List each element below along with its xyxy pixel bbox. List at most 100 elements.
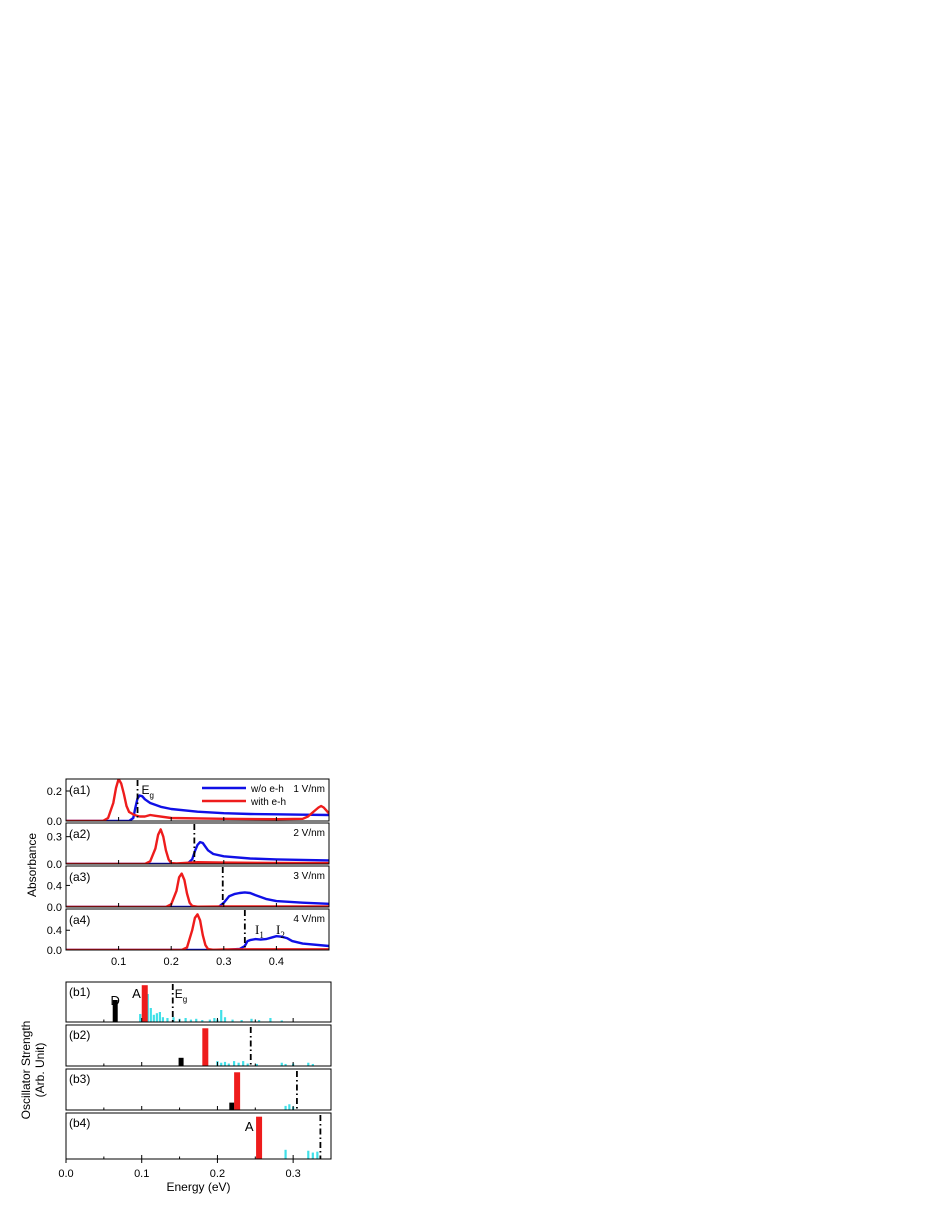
panel-label: (a1) <box>69 783 90 797</box>
absorbance-panel-1: 0.0 0.2 (a1) 1 V/nm Eg <box>47 778 330 828</box>
x-tick-label: 0.3 <box>285 1168 300 1180</box>
field-label: 4 V/nm <box>293 914 325 925</box>
other-state-bar <box>184 1018 187 1022</box>
panel-frame <box>65 865 330 908</box>
with-eh-curve <box>66 913 329 950</box>
peak-label: I2 <box>276 922 285 940</box>
absorbance-panel-3: 0.0 0.4 (a3) 3 V/nm <box>47 865 330 914</box>
panel-frame <box>65 1112 332 1160</box>
other-state-bar <box>307 1062 310 1066</box>
panel-label: (b2) <box>69 1028 90 1042</box>
panel-frame <box>65 1068 332 1111</box>
other-state-bar <box>220 1062 223 1066</box>
other-state-bar <box>172 1017 175 1022</box>
bright-state-bar <box>202 1028 209 1066</box>
absorbance-panel-4: 0.0 0.4 (a4) 4 V/nm I1 I2 <box>47 908 330 957</box>
legend-label-without: w/o e-h <box>250 784 284 795</box>
state-label: A <box>132 986 141 1001</box>
x-tick-label: 0.2 <box>164 956 179 968</box>
other-state-bar <box>240 1020 243 1022</box>
other-state-bar <box>232 1061 236 1066</box>
y-tick-label: 0.0 <box>47 859 62 871</box>
dark-state-bar <box>178 1057 184 1066</box>
without-eh-curve <box>66 891 329 907</box>
other-state-bar <box>213 1018 216 1022</box>
other-state-bar <box>284 1149 287 1159</box>
panel-label: (b4) <box>69 1116 90 1130</box>
other-state-bar <box>227 1063 230 1066</box>
field-label: 3 V/nm <box>293 871 325 882</box>
other-state-bar <box>284 1105 287 1110</box>
without-eh-curve <box>66 935 329 950</box>
other-state-bar <box>269 1018 272 1022</box>
with-eh-curve <box>66 779 329 821</box>
other-state-bar <box>208 1019 211 1022</box>
absorbance-axis-label: Absorbance <box>25 833 39 897</box>
state-label: D <box>111 993 120 1008</box>
other-state-bar <box>250 1018 253 1022</box>
legend-label-with: with e-h <box>250 797 286 808</box>
other-state-bar <box>155 1013 158 1022</box>
other-state-bar <box>223 1061 227 1066</box>
panel-frame <box>65 981 332 1023</box>
other-state-bar <box>284 1063 287 1066</box>
other-state-bar <box>220 1010 223 1022</box>
x-tick-label: 0.1 <box>134 1168 149 1180</box>
absorbance-panel-2: 0.0 0.3 (a2) 2 V/nm <box>47 822 330 871</box>
y-tick-label: 0.2 <box>47 786 62 798</box>
band-gap-label: Eg <box>142 783 154 800</box>
panel-frame <box>65 908 330 951</box>
panel-label: (a4) <box>69 913 90 927</box>
oscillator-panel-1: (b1) D A Eg <box>65 981 332 1023</box>
y-tick-label: 0.0 <box>47 902 62 914</box>
without-eh-curve <box>66 794 329 821</box>
x-tick-label: 0.2 <box>210 1168 225 1180</box>
other-state-bar <box>139 1014 142 1022</box>
panel-frame <box>65 1024 332 1067</box>
other-state-bar <box>280 1062 283 1066</box>
other-state-bar <box>237 1062 240 1066</box>
other-state-bar <box>189 1019 193 1022</box>
other-state-bar <box>280 1020 283 1022</box>
other-state-bar <box>257 1020 261 1022</box>
panel-frame <box>65 778 330 822</box>
other-state-bar <box>161 1017 165 1022</box>
peak-label: I1 <box>255 922 264 940</box>
other-state-bar <box>242 1061 245 1066</box>
x-tick-label: 0.0 <box>58 1168 73 1180</box>
other-state-bar <box>311 1063 314 1066</box>
dark-state-bar <box>112 1000 118 1022</box>
bright-state-bar <box>234 1072 241 1110</box>
absorbance-chart: 0.0 0.2 (a1) 1 V/nm Eg 0.0 0.3 (a2) 2 V/nm 0.0 0.4… <box>47 778 330 968</box>
panel-frame <box>65 822 330 865</box>
other-state-bar <box>316 1151 319 1159</box>
other-state-bar <box>246 1063 249 1066</box>
other-state-bar <box>149 1008 152 1022</box>
bright-state-bar <box>256 1116 263 1159</box>
other-state-bar <box>223 1017 227 1022</box>
y-tick-label: 0.0 <box>47 945 62 957</box>
x-tick-label: 0.3 <box>216 956 231 968</box>
dark-state-bar <box>229 1102 235 1110</box>
other-state-bar <box>255 1063 258 1066</box>
with-eh-curve <box>66 828 329 864</box>
legend: w/o e-h with e-h <box>202 784 286 808</box>
other-state-bar <box>158 1012 161 1022</box>
oscillator-axis-unit-label: (Arb. Unit) <box>33 1043 47 1098</box>
other-state-bar <box>307 1150 310 1159</box>
other-state-bar <box>146 994 149 1022</box>
y-tick-label: 0.4 <box>47 880 62 892</box>
oscillator-axis-label: Oscillator Strength <box>19 1021 33 1120</box>
y-tick-label: 0.0 <box>47 816 62 828</box>
panel-label: (b3) <box>69 1072 90 1086</box>
panel-label: (a3) <box>69 870 90 884</box>
bright-state-bar <box>141 985 148 1022</box>
oscillator-strength-chart: (b1)D A Eg(b2)(b3)(b4) A0.0 0.1 0.2 0.3 <box>58 981 332 1180</box>
x-tick-label: 0.1 <box>111 956 126 968</box>
oscillator-panel-4: (b4) A <box>65 1112 332 1160</box>
other-state-bar <box>152 1014 155 1022</box>
without-eh-curve <box>66 840 329 864</box>
field-label: 1 V/nm <box>293 784 325 795</box>
x-tick-label: 0.4 <box>269 956 284 968</box>
